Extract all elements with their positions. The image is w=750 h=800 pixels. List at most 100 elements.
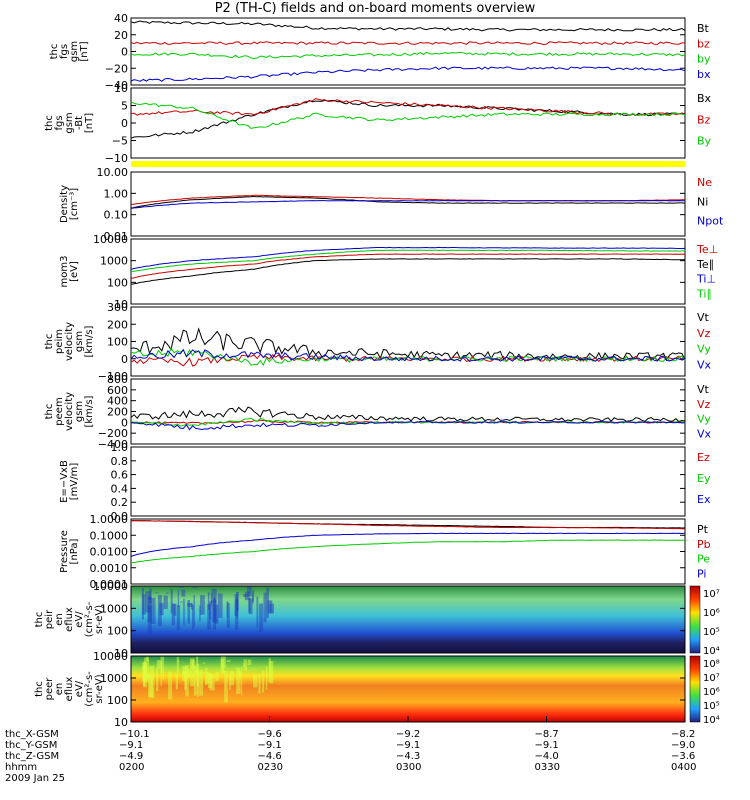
panel-frame [130,446,686,517]
spectrogram-texture [187,602,192,607]
legend-label-By: By [697,135,712,148]
y-tick-label: 5 [121,100,128,113]
spectrogram-texture [217,593,223,618]
spectrogram-texture [189,658,195,687]
legend-label-Bt: Bt [697,22,710,35]
y-tick-label: 100 [107,625,128,638]
y-tick-label: 1.0000 [90,513,129,526]
x-axis-date: 2009 Jan 25 [5,773,65,784]
y-tick-label: 400 [107,395,128,408]
series-line-Ti∥ [130,249,686,273]
spectrogram-texture [207,592,210,610]
spectrogram-texture [209,673,215,691]
spectrogram-texture [220,656,226,668]
legend-label-Ez: Ez [697,451,710,464]
spectrogram-texture [243,662,245,667]
x-column-value: −9.1 [258,740,282,751]
y-axis-label: [eV] [69,261,80,282]
y-axis-label: gsm [69,41,80,62]
spectrogram-texture [145,591,151,613]
y-tick-label: −200 [98,427,128,440]
y-axis-label: eflux [64,607,75,632]
series-line-Vt [130,327,686,361]
spectrogram-texture [262,670,265,693]
y-axis-label: fgs [54,115,65,130]
x-column-value: −9.0 [671,740,695,751]
legend-label-Ne: Ne [697,176,712,189]
y-tick-label: 600 [107,384,128,397]
x-column-value: −4.0 [535,751,559,762]
y-tick-label: 10.00 [97,166,129,179]
spectrogram-texture [191,660,195,669]
y-axis-label: peer [44,677,55,701]
y-tick-label: −400 [98,438,128,451]
y-tick-label: 100 [107,276,128,289]
y-tick-label: 0.2 [111,496,129,509]
y-axis-label: eV/ [74,611,85,628]
spectrogram-texture [142,594,147,615]
spectrogram-texture [150,597,156,625]
spectrogram-texture [243,593,247,597]
y-axis-label: thc [44,404,55,420]
spectrogram-texture [247,659,252,666]
series-line-By [130,101,686,129]
series-line-Ni [130,195,686,209]
spectrogram-texture [177,590,180,608]
series-line-Vt [130,406,686,423]
spectrogram-texture [182,666,187,681]
spectrogram-texture [162,656,165,680]
legend-label-Vy: Vy [697,413,711,426]
spectrogram-texture [168,671,173,700]
legend-label-Pe: Pe [697,553,710,566]
spectrogram-texture [226,660,231,662]
spectrogram-texture [191,603,193,610]
spectrogram-texture [226,601,229,618]
y-axis-label: sr-eV) [94,674,105,703]
spectrogram-texture [258,673,261,694]
spectrogram-texture [200,595,205,615]
colorbar-tick-label: 10⁵ [703,627,720,638]
spectrogram-texture [209,601,212,620]
y-tick-label: 10 [114,647,128,660]
y-tick-label: 1.00 [104,187,129,200]
legend-label-Pi: Pi [697,567,706,580]
spectrogram-texture [148,596,152,600]
spectrogram-texture [142,662,147,688]
series-line-Npot [130,200,685,209]
spectrogram-texture [236,667,241,694]
y-tick-label: 0.0100 [90,546,129,559]
y-axis-label: en [54,683,65,696]
spectrogram-texture [193,595,195,628]
y-tick-label: −100 [98,370,128,383]
y-axis-label: gsm [74,331,85,352]
y-tick-label: 10000 [93,580,128,593]
spectrogram-texture [213,596,216,620]
y-axis-label: (cm²-s- [84,601,95,637]
x-column-value: −9.1 [535,740,559,751]
spectrogram-texture [157,660,161,669]
spectrogram-texture [197,663,200,697]
legend-label-Vx: Vx [697,358,712,371]
colorbar [689,655,701,723]
y-tick-label: 0.10 [104,209,129,222]
spectrogram-texture [243,659,248,671]
x-column-value: −4.3 [396,751,420,762]
x-column-value: 0230 [258,762,283,773]
spectrogram-texture [196,656,199,674]
x-row-label: thc_Z-GSM [5,751,59,762]
y-tick-label: 1000 [100,255,128,268]
y-tick-label: 20 [114,29,128,42]
x-column-value: −10.1 [119,729,150,740]
legend-label-Vt: Vt [697,311,710,324]
colorbar-tick-label: 10⁴ [703,715,720,726]
y-tick-label: 40 [114,12,128,25]
y-tick-label: 0 [121,46,128,59]
spectrogram-texture [244,591,250,601]
y-tick-label: 0.6 [111,469,129,482]
spectrogram-texture [256,596,259,628]
y-tick-label: 100 [107,336,128,349]
x-column-value: −3.6 [671,751,695,762]
y-tick-label: 1000 [100,672,128,685]
legend-label-Vy: Vy [697,343,711,356]
